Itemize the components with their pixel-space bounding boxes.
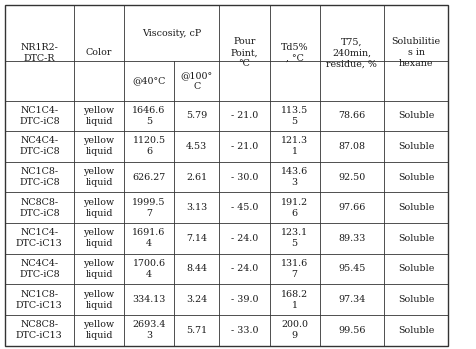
Text: yellow
liquid: yellow liquid bbox=[83, 106, 114, 126]
Text: 200.0
9: 200.0 9 bbox=[280, 320, 307, 340]
Text: @40°C: @40°C bbox=[132, 76, 165, 86]
Text: NC1C4-
DTC-iC8: NC1C4- DTC-iC8 bbox=[19, 106, 59, 126]
Text: yellow
liquid: yellow liquid bbox=[83, 228, 114, 248]
Text: - 33.0: - 33.0 bbox=[230, 326, 258, 335]
Text: 1999.5
7: 1999.5 7 bbox=[132, 198, 166, 218]
Text: @100°
C: @100° C bbox=[180, 71, 212, 91]
Text: NC4C4-
DTC-iC8: NC4C4- DTC-iC8 bbox=[19, 136, 59, 156]
Text: 99.56: 99.56 bbox=[337, 326, 365, 335]
Text: 113.5
5: 113.5 5 bbox=[280, 106, 307, 126]
Text: - 45.0: - 45.0 bbox=[230, 203, 258, 212]
Text: Soluble: Soluble bbox=[397, 111, 434, 120]
Text: yellow
liquid: yellow liquid bbox=[83, 198, 114, 218]
Text: Soluble: Soluble bbox=[397, 295, 434, 304]
Text: NC1C8-
DTC-iC13: NC1C8- DTC-iC13 bbox=[16, 290, 63, 310]
Text: 334.13: 334.13 bbox=[132, 295, 165, 304]
Text: NR1R2-
DTC-R: NR1R2- DTC-R bbox=[20, 43, 58, 63]
Text: Soluble: Soluble bbox=[397, 326, 434, 335]
Text: NC1C8-
DTC-iC8: NC1C8- DTC-iC8 bbox=[19, 167, 59, 187]
Text: 1691.6
4: 1691.6 4 bbox=[132, 228, 165, 248]
Text: 168.2
1: 168.2 1 bbox=[280, 290, 307, 310]
Text: Soluble: Soluble bbox=[397, 234, 434, 243]
Text: Soluble: Soluble bbox=[397, 203, 434, 212]
Text: Color: Color bbox=[86, 49, 112, 57]
Text: 87.08: 87.08 bbox=[337, 142, 365, 151]
Text: 121.3
1: 121.3 1 bbox=[280, 136, 307, 156]
Text: 78.66: 78.66 bbox=[337, 111, 365, 120]
Text: 1120.5
6: 1120.5 6 bbox=[132, 136, 165, 156]
Text: NC1C4-
DTC-iC13: NC1C4- DTC-iC13 bbox=[16, 228, 63, 248]
Text: - 21.0: - 21.0 bbox=[230, 111, 258, 120]
Text: yellow
liquid: yellow liquid bbox=[83, 167, 114, 187]
Text: 89.33: 89.33 bbox=[337, 234, 365, 243]
Text: 2693.4
3: 2693.4 3 bbox=[132, 320, 165, 340]
Text: NC8C8-
DTC-iC8: NC8C8- DTC-iC8 bbox=[19, 198, 59, 218]
Text: Soluble: Soluble bbox=[397, 172, 434, 181]
Text: 95.45: 95.45 bbox=[337, 265, 365, 274]
Text: T75,
240min,
residue, %: T75, 240min, residue, % bbox=[326, 37, 377, 68]
Text: 97.34: 97.34 bbox=[337, 295, 365, 304]
Text: yellow
liquid: yellow liquid bbox=[83, 290, 114, 310]
Text: - 39.0: - 39.0 bbox=[230, 295, 258, 304]
Text: - 30.0: - 30.0 bbox=[230, 172, 258, 181]
Text: Td5%
, °C: Td5% , °C bbox=[280, 43, 307, 63]
Text: 8.44: 8.44 bbox=[186, 265, 207, 274]
Text: 191.2
6: 191.2 6 bbox=[280, 198, 307, 218]
Text: Viscosity, cP: Viscosity, cP bbox=[142, 29, 201, 38]
Text: - 24.0: - 24.0 bbox=[230, 234, 258, 243]
Text: yellow
liquid: yellow liquid bbox=[83, 259, 114, 279]
Text: 131.6
7: 131.6 7 bbox=[280, 259, 307, 279]
Text: Solubilitie
s in
hexane: Solubilitie s in hexane bbox=[391, 37, 440, 68]
Text: 143.6
3: 143.6 3 bbox=[280, 167, 307, 187]
Text: Soluble: Soluble bbox=[397, 265, 434, 274]
Text: 5.71: 5.71 bbox=[186, 326, 207, 335]
Text: NC8C8-
DTC-iC13: NC8C8- DTC-iC13 bbox=[16, 320, 63, 340]
Text: 97.66: 97.66 bbox=[337, 203, 365, 212]
Text: 92.50: 92.50 bbox=[337, 172, 365, 181]
Text: 1646.6
5: 1646.6 5 bbox=[132, 106, 165, 126]
Text: Soluble: Soluble bbox=[397, 142, 434, 151]
Text: NC4C4-
DTC-iC8: NC4C4- DTC-iC8 bbox=[19, 259, 59, 279]
Text: 3.24: 3.24 bbox=[186, 295, 207, 304]
Text: 626.27: 626.27 bbox=[132, 172, 165, 181]
Text: yellow
liquid: yellow liquid bbox=[83, 136, 114, 156]
Text: 4.53: 4.53 bbox=[186, 142, 207, 151]
Text: 1700.6
4: 1700.6 4 bbox=[132, 259, 165, 279]
Text: - 24.0: - 24.0 bbox=[230, 265, 258, 274]
Text: Pour
Point,
°C: Pour Point, °C bbox=[230, 37, 258, 68]
Text: 2.61: 2.61 bbox=[186, 172, 207, 181]
Text: 5.79: 5.79 bbox=[186, 111, 207, 120]
Text: 7.14: 7.14 bbox=[186, 234, 207, 243]
Text: 123.1
5: 123.1 5 bbox=[280, 228, 307, 248]
Text: 3.13: 3.13 bbox=[186, 203, 207, 212]
Text: - 21.0: - 21.0 bbox=[230, 142, 258, 151]
Text: yellow
liquid: yellow liquid bbox=[83, 320, 114, 340]
